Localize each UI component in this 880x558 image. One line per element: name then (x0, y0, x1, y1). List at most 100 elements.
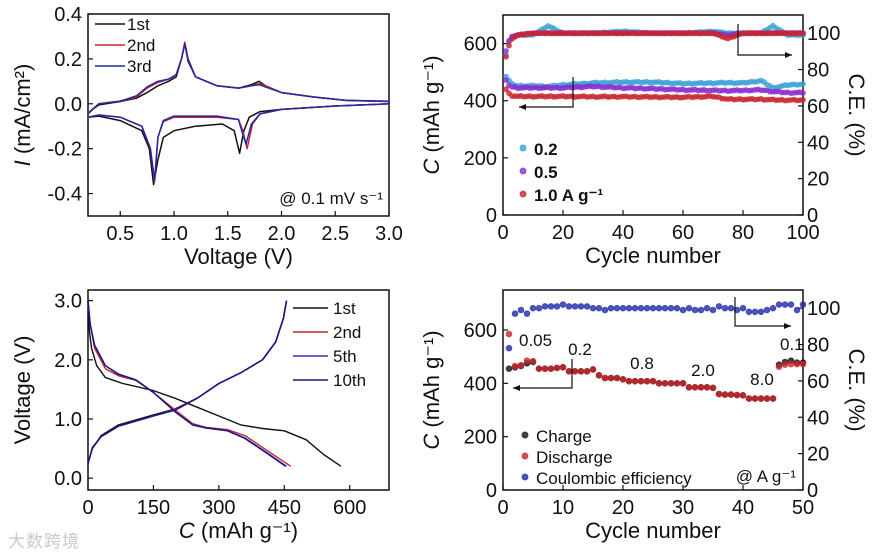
ce-point-2 (800, 30, 806, 36)
y-axis-unit: (mA/cm²) (10, 64, 35, 161)
ce-point-2 (559, 301, 567, 308)
panel-1 (502, 14, 804, 216)
capacity-point-1 (787, 360, 795, 368)
ce-point-2 (541, 303, 549, 310)
legend-marker (521, 452, 529, 460)
capacity-point-1 (715, 390, 723, 398)
capacity-point-1 (697, 384, 705, 391)
capacity-point-1 (547, 365, 555, 372)
capacity-axis-arrow-head (513, 385, 520, 391)
capacity-point-1 (655, 380, 663, 387)
ce-point-2 (637, 304, 645, 312)
x-axis-title: Cycle number (585, 243, 721, 268)
ce-point-2 (793, 306, 801, 314)
scan-rate-annotation: @ 0.1 mV s⁻¹ (279, 189, 383, 208)
panel-0 (87, 13, 390, 217)
ce-point-2 (589, 304, 597, 312)
x-tick-label: 2.5 (321, 223, 349, 245)
ce-point-2 (697, 306, 705, 314)
ce-point-2 (757, 308, 765, 316)
capacity-point-1 (631, 377, 639, 385)
ce-point-2 (787, 301, 795, 308)
ce-point-2 (577, 303, 585, 310)
x-tick-label: 600 (333, 497, 366, 519)
ce-point-2 (571, 303, 579, 310)
legend-label: 0.5 (534, 163, 558, 182)
ce-point-2 (769, 304, 777, 312)
rate-label: 0.1 (780, 335, 804, 354)
y2-tick-label: 80 (807, 335, 829, 357)
y2-tick-label: 60 (807, 371, 829, 393)
legend-marker (519, 144, 527, 152)
y-tick-label: 0.2 (54, 49, 82, 71)
y2-tick-label: 80 (807, 60, 829, 82)
y-axis-title: I (mA/cm²) (10, 64, 35, 167)
legend-label: 3rd (127, 57, 152, 76)
y-tick-label: 600 (464, 34, 497, 56)
x-tick-label: 20 (612, 497, 634, 519)
y-tick-label: 0 (486, 205, 497, 227)
capacity-point-1 (739, 392, 747, 399)
ce-point-2 (631, 304, 639, 312)
capacity-point-1 (583, 368, 591, 375)
legend-label: Coulombic efficiency (536, 469, 692, 488)
y-axis-variable: C (419, 434, 444, 450)
ce-point-2 (745, 308, 753, 316)
ce-point-2 (625, 304, 633, 312)
ce-point-2 (601, 306, 609, 314)
ce-point-2 (619, 304, 627, 312)
unit-annotation: @ A g⁻¹ (736, 467, 797, 486)
capacity-point-1 (781, 361, 789, 368)
y2-tick-label: 60 (807, 96, 829, 118)
capacity-point-1 (505, 330, 513, 338)
ce-point-2 (511, 310, 519, 317)
ce-point-2 (595, 304, 603, 312)
capacity-point-1 (799, 360, 807, 368)
discharge-curve-5th (87, 300, 287, 467)
x-axis-variable: C (179, 518, 195, 543)
ce-point-2 (679, 306, 687, 314)
capacity-point-1 (637, 377, 645, 385)
x-tick-label: 0 (497, 222, 508, 244)
legend-label: 1st (127, 15, 150, 34)
y-tick-label: 200 (464, 427, 497, 449)
y-tick-label: -0.2 (48, 139, 82, 161)
capacity-point-1 (763, 395, 771, 402)
x-tick-label: 40 (612, 222, 634, 244)
x-tick-label: 30 (672, 497, 694, 519)
y-axis-variable: I (10, 160, 35, 166)
capacity-point-1 (619, 376, 627, 383)
watermark: 大数跨境 (8, 532, 80, 552)
ce-point-2 (503, 53, 509, 60)
capacity-point-1 (667, 380, 675, 387)
y-tick-label: 2.0 (54, 350, 82, 372)
legend-marker (519, 167, 527, 175)
ce-point-2 (529, 304, 537, 312)
ce-point-2 (721, 304, 729, 312)
capacity-point-1 (577, 368, 585, 375)
legend-label: Charge (536, 427, 592, 446)
capacity-point-1 (800, 90, 806, 96)
capacity-point-1 (601, 374, 609, 382)
x-tick-label: 1.5 (214, 223, 242, 245)
capacity-point-1 (517, 361, 525, 369)
y-axis-title: C (mAh g⁻¹) (419, 330, 444, 449)
ce-point-2 (523, 310, 531, 317)
y2-tick-label: 40 (807, 407, 829, 429)
y-tick-label: 400 (464, 373, 497, 395)
capacity-point-0 (505, 365, 513, 372)
capacity-point-1 (571, 368, 579, 375)
capacity-point-1 (553, 364, 561, 372)
y2-tick-label: 0 (807, 480, 818, 502)
ce-axis-arrow (737, 24, 792, 56)
capacity-point-1 (595, 372, 603, 379)
x-tick-label: 40 (732, 497, 754, 519)
legend-marker (521, 473, 529, 481)
ce-point-1 (503, 48, 509, 54)
ce-point-2 (643, 304, 651, 312)
y-tick-label: 0 (486, 480, 497, 502)
y-axis-variable: C (419, 159, 444, 175)
ce-point-2 (733, 306, 741, 314)
legend-label: 5th (333, 347, 357, 366)
capacity-point-1 (535, 365, 543, 372)
